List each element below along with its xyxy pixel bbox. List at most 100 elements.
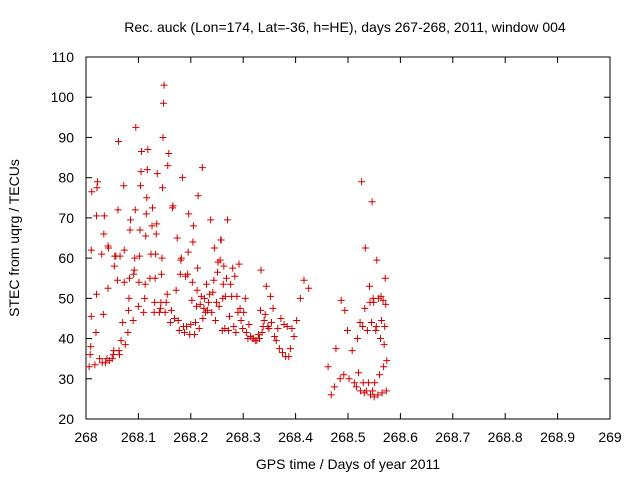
data-point: [375, 371, 383, 379]
data-point: [221, 325, 229, 332]
x-tick-label: 268.2: [173, 429, 208, 445]
data-point: [371, 379, 379, 387]
data-point: [256, 306, 264, 314]
data-point: [266, 292, 274, 300]
data-point: [362, 387, 370, 395]
data-point: [376, 335, 384, 343]
data-point: [212, 298, 220, 306]
data-point: [358, 178, 366, 186]
chart-title: Rec. auck (Lon=174, Lat=-36, h=HE), days…: [124, 19, 566, 35]
data-point: [92, 290, 100, 298]
x-tick-label: 268.6: [383, 429, 418, 445]
data-point: [368, 318, 376, 326]
data-point: [293, 316, 301, 324]
data-point: [114, 137, 122, 145]
data-point: [131, 254, 139, 262]
data-point: [352, 383, 360, 391]
data-point: [167, 306, 175, 314]
data-point: [258, 329, 266, 337]
data-point: [241, 294, 249, 302]
data-point: [177, 254, 185, 262]
data-point: [183, 322, 191, 330]
data-point: [114, 206, 122, 214]
data-point: [220, 262, 228, 270]
data-point: [242, 329, 250, 337]
data-point: [226, 312, 234, 320]
y-tick-label: 100: [51, 89, 75, 105]
data-point: [261, 310, 269, 318]
data-point: [379, 296, 387, 304]
data-point: [361, 304, 369, 312]
data-point: [300, 276, 308, 284]
data-point: [113, 276, 121, 284]
data-point: [188, 296, 196, 304]
data-point: [332, 345, 340, 353]
data-point: [324, 363, 332, 371]
data-point: [100, 230, 108, 238]
data-point: [105, 244, 113, 252]
y-tick-label: 90: [58, 129, 74, 145]
data-point: [92, 212, 100, 220]
data-point: [185, 210, 193, 218]
data-point: [207, 216, 215, 224]
data-point: [121, 341, 129, 349]
data-point: [211, 316, 219, 324]
data-point: [116, 252, 124, 260]
data-point: [260, 316, 268, 324]
data-point: [181, 329, 189, 337]
data-point: [377, 292, 385, 300]
data-point: [96, 355, 104, 363]
data-point: [288, 325, 296, 332]
x-tick-label: 268: [74, 429, 98, 445]
data-point: [192, 318, 200, 326]
data-point: [353, 335, 361, 343]
data-point: [109, 351, 117, 359]
data-point: [125, 294, 133, 302]
data-point: [158, 254, 166, 262]
data-point: [135, 278, 143, 286]
data-point: [127, 216, 135, 224]
x-tick-label: 268.4: [278, 429, 313, 445]
data-point: [124, 306, 132, 314]
data-point: [148, 222, 156, 230]
data-point: [240, 308, 248, 316]
data-point: [296, 294, 304, 302]
y-tick-label: 40: [58, 331, 74, 347]
data-point: [134, 302, 142, 310]
data-point: [162, 298, 170, 306]
data-point: [100, 212, 108, 220]
data-point: [174, 316, 182, 324]
data-point: [195, 325, 203, 332]
data-point: [222, 274, 230, 282]
data-point: [108, 355, 116, 363]
data-point: [269, 304, 277, 312]
data-point: [254, 331, 262, 339]
x-tick-label: 268.7: [435, 429, 470, 445]
y-tick-label: 110: [52, 49, 75, 65]
data-point: [367, 391, 375, 399]
data-point: [372, 327, 380, 335]
data-point: [337, 296, 345, 304]
data-point: [119, 318, 127, 326]
data-point: [98, 250, 106, 258]
data-point: [305, 284, 313, 292]
data-point: [86, 351, 94, 359]
data-point: [184, 270, 192, 278]
plot-frame: [85, 56, 611, 420]
data-point: [373, 256, 381, 264]
data-point: [381, 322, 389, 330]
data-point: [223, 216, 231, 224]
data-point: [132, 123, 140, 131]
data-point: [205, 298, 213, 306]
data-point: [110, 262, 118, 270]
data-point: [214, 268, 222, 276]
data-point: [115, 347, 123, 355]
data-point: [216, 256, 224, 264]
data-point: [160, 99, 168, 107]
data-point: [193, 286, 201, 294]
x-axis-label: GPS time / Days of year 2011: [256, 456, 440, 472]
data-point: [354, 369, 362, 377]
data-point: [233, 292, 241, 300]
data-point: [172, 286, 180, 294]
data-point: [237, 316, 245, 324]
